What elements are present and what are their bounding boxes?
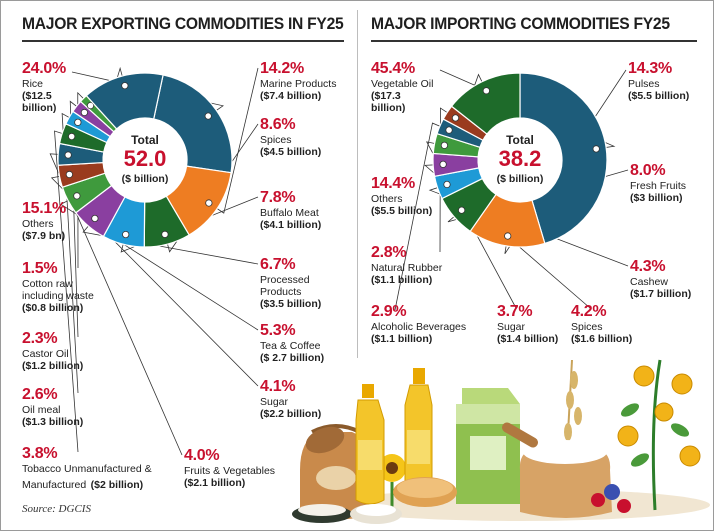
- rice-sack-icon: [300, 424, 372, 520]
- export-leader-dot-castor-oil: [80, 108, 89, 117]
- import-label-pulses: 14.3% Pulses ($5.5 billion): [628, 60, 690, 102]
- export-center-label: Total: [131, 133, 159, 147]
- import-leader-dot-fresh-fruits: [458, 206, 466, 214]
- export-leader-dot-cotton-raw-including-waste: [86, 102, 95, 110]
- export-leader-dot-fruits-and-vegetables: [64, 151, 72, 159]
- export-leader-dot-oil-meal: [74, 118, 82, 126]
- export-leader-dot-spices: [161, 230, 169, 238]
- export-label-spices: 8.6% Spices ($4.5 billion): [260, 116, 322, 158]
- import-center-unit: ($ billion): [497, 173, 544, 185]
- export-label-processed-products: 6.7% Processed Products ($3.5 billion): [260, 256, 322, 310]
- export-label-others: 15.1% Others ($7.9 bn): [22, 200, 66, 242]
- flour-sack-icon: [502, 422, 612, 518]
- export-donut-chart: [57, 72, 233, 248]
- right-chart-title: MAJOR IMPORTING COMMODITIES FY25: [371, 14, 670, 33]
- export-label-marine-products: 14.2% Marine Products ($7.4 billion): [260, 60, 337, 102]
- import-label-others: 14.4% Others ($5.5 billion): [371, 175, 433, 217]
- export-label-buffalo-meat: 7.8% Buffalo Meat ($4.1 billion): [260, 189, 322, 231]
- import-leader-dot-sugar: [440, 141, 449, 149]
- right-title-rule: [371, 40, 697, 42]
- import-leader-dot-alcoholic-beverages: [445, 126, 453, 134]
- import-label-fresh-fruits: 8.0% Fresh Fruits ($3 billion): [630, 162, 687, 204]
- import-leader-dot-vegetable-oil: [592, 145, 600, 153]
- source-note: Source: DGCIS: [22, 503, 91, 515]
- panel-divider: [357, 10, 358, 358]
- left-title-rule: [22, 40, 344, 42]
- export-leader-dot-sugar: [65, 170, 73, 179]
- oil-bottle-icon: [355, 384, 385, 505]
- export-leader-dot-others: [121, 82, 129, 90]
- export-label-rice: 24.0% Rice ($12.5 billion): [22, 60, 66, 114]
- import-leader-dot-spices: [439, 160, 447, 168]
- export-donut-center: [103, 118, 187, 202]
- export-label-oil-meal: 2.6% Oil meal ($1.3 billion): [22, 386, 84, 428]
- import-label-spices: 4.2% Spices ($1.6 billion): [571, 303, 633, 345]
- import-label-sugar: 3.7% Sugar ($1.4 billion): [497, 303, 559, 345]
- export-leader-dot-marine-products: [205, 199, 213, 207]
- export-leader-dot-rice: [204, 112, 212, 120]
- import-label-vegetable-oil: 45.4% Vegetable Oil ($17.3 billion): [371, 60, 434, 114]
- sunflower-icon: [378, 454, 406, 510]
- bread-icon: [393, 477, 457, 507]
- left-chart-title: MAJOR EXPORTING COMMODITIES IN FY25: [22, 14, 344, 33]
- rice-bowl-icon: [350, 504, 402, 524]
- sushi-icon: [292, 504, 352, 523]
- import-label-alcoholic-beverages: 2.9% Alcoholic Beverages ($1.1 billion): [371, 303, 467, 345]
- export-leader-dot-buffalo-meat: [122, 230, 130, 239]
- export-label-tobacco: 3.8% Tobacco Unmanufactured & Manufactur…: [22, 445, 152, 491]
- import-leader-dot-pulses: [504, 232, 512, 240]
- import-donut-center: [478, 118, 562, 202]
- import-leader-dot-natural-rubber: [451, 114, 460, 122]
- import-center-label: Total: [506, 133, 534, 147]
- export-center-unit: ($ billion): [122, 173, 169, 185]
- export-leader-dot-tea-and-coffee: [73, 192, 81, 200]
- export-label-sugar: 4.1% Sugar ($2.2 billion): [260, 378, 322, 420]
- import-center-total: 38.2: [499, 146, 542, 171]
- berries-icon: [591, 484, 631, 513]
- import-label-natural-rubber: 2.8% Natural Rubber ($1.1 billion): [371, 244, 443, 286]
- export-label-tea-coffee: 5.3% Tea & Coffee ($ 2.7 billion): [260, 322, 325, 364]
- export-label-fruits-vegetables: 4.0% Fruits & Vegetables ($2.1 billion): [184, 447, 276, 489]
- export-label-castor-oil: 2.3% Castor Oil ($1.2 billion): [22, 330, 84, 372]
- import-label-cashew: 4.3% Cashew ($1.7 billion): [630, 258, 692, 300]
- food-illustration: [292, 359, 710, 524]
- money-plant-icon: [617, 359, 701, 511]
- export-center-total: 52.0: [124, 146, 167, 171]
- export-label-cotton-raw: 1.5% Cotton raw including waste ($0.8 bi…: [22, 260, 94, 314]
- export-leader-dot-processed-products: [91, 214, 99, 223]
- export-leader-dot-tobacco-unmanufactured-and-manufactured: [68, 132, 76, 141]
- milk-carton-icon: [456, 388, 520, 504]
- import-leader-dot-cashew: [443, 180, 451, 189]
- import-leader-dot-others: [482, 87, 490, 95]
